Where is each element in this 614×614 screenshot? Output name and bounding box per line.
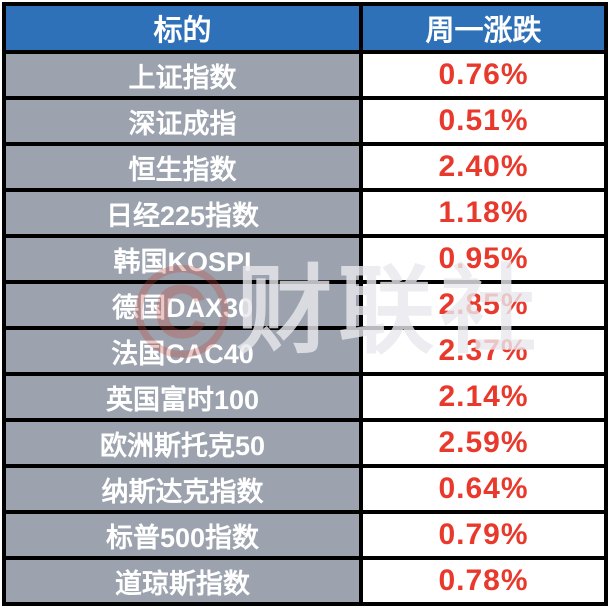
change-value-cell: 2.37% xyxy=(363,330,604,372)
index-name-cell: 标普500指数 xyxy=(6,514,359,556)
change-value-cell: 0.79% xyxy=(363,514,604,556)
index-name-cell: 德国DAX30 xyxy=(6,284,359,326)
change-value-cell: 2.40% xyxy=(363,146,604,188)
index-name-cell: 法国CAC40 xyxy=(6,330,359,372)
index-name-cell: 上证指数 xyxy=(6,54,359,96)
index-name-cell: 韩国KOSPI xyxy=(6,238,359,280)
change-value-cell: 0.95% xyxy=(363,238,604,280)
index-name-cell: 道琼斯指数 xyxy=(6,560,359,602)
change-value-cell: 0.78% xyxy=(363,560,604,602)
index-name-cell: 英国富时100 xyxy=(6,376,359,418)
index-name-cell: 深证成指 xyxy=(6,100,359,142)
change-value-cell: 0.51% xyxy=(363,100,604,142)
index-name-cell: 日经225指数 xyxy=(6,192,359,234)
change-value-cell: 1.18% xyxy=(363,192,604,234)
index-change-table: 标的 周一涨跌 上证指数 0.76% 深证成指 0.51% 恒生指数 2.40% 日经225… xyxy=(2,2,608,606)
change-value-cell: 0.64% xyxy=(363,468,604,510)
change-value-cell: 2.59% xyxy=(363,422,604,464)
change-value-cell: 0.76% xyxy=(363,54,604,96)
index-name-cell: 纳斯达克指数 xyxy=(6,468,359,510)
change-value-cell: 2.85% xyxy=(363,284,604,326)
column-header-change: 周一涨跌 xyxy=(363,6,604,50)
index-name-cell: 恒生指数 xyxy=(6,146,359,188)
index-name-cell: 欧洲斯托克50 xyxy=(6,422,359,464)
change-value-cell: 2.14% xyxy=(363,376,604,418)
column-header-target: 标的 xyxy=(6,6,359,50)
